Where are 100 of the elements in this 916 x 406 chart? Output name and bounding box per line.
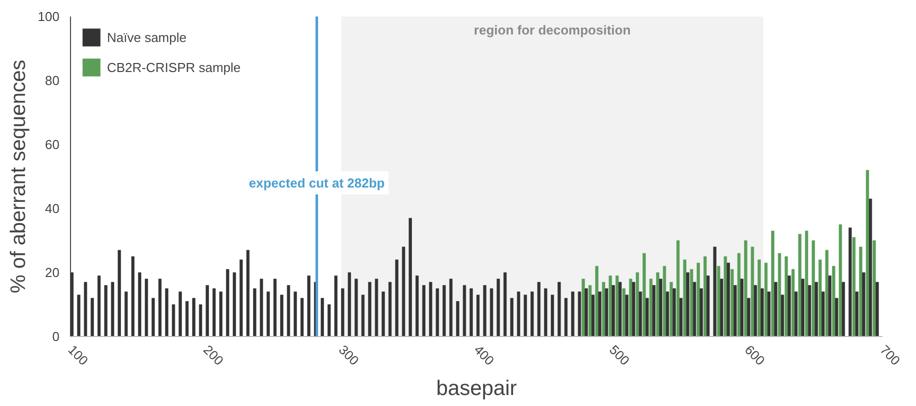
bar (740, 278, 744, 336)
bar (862, 272, 866, 336)
bar (483, 285, 486, 336)
bar (232, 272, 236, 336)
bar (758, 260, 761, 336)
bar (848, 228, 852, 336)
y-axis-title: % of aberrant sequences (6, 60, 30, 294)
bar (571, 292, 574, 336)
bar (144, 278, 148, 336)
bar (788, 276, 791, 336)
bar (683, 260, 686, 336)
bar (374, 278, 378, 336)
bar (517, 292, 520, 336)
bar (138, 272, 142, 336)
bar (679, 298, 683, 336)
bar (476, 294, 480, 336)
bar (868, 198, 872, 336)
x-tick-label: 600 (742, 342, 768, 368)
bar (361, 294, 365, 336)
ref-line-label: expected cut at 282bp (248, 175, 385, 190)
bar (544, 288, 548, 336)
bar (341, 288, 344, 336)
bar (246, 250, 250, 336)
bar (118, 250, 121, 336)
bar (838, 224, 842, 336)
bar (470, 288, 473, 336)
bar (402, 246, 406, 336)
bar (724, 256, 727, 336)
bar (616, 276, 619, 336)
bar (780, 294, 784, 336)
bar (794, 292, 798, 336)
bar (659, 278, 662, 336)
bar (801, 278, 804, 336)
bar (784, 256, 788, 336)
bar (104, 285, 108, 336)
bar (767, 292, 771, 336)
x-tick-label: 100 (65, 342, 92, 368)
bar (537, 282, 540, 336)
bar (124, 292, 128, 336)
bar (152, 298, 155, 336)
bar (604, 288, 608, 336)
bar (395, 260, 398, 336)
bar (798, 234, 802, 336)
bar (158, 278, 162, 336)
bar (449, 278, 452, 336)
bar (416, 276, 419, 336)
bar (192, 298, 196, 336)
bar (524, 294, 527, 336)
bar (595, 266, 598, 336)
bar (754, 285, 757, 336)
bar (320, 298, 324, 336)
bar (726, 262, 730, 336)
bar (686, 272, 690, 336)
bar (812, 240, 815, 336)
bar (206, 285, 209, 336)
bar (636, 272, 639, 336)
bar (348, 272, 351, 336)
bar (97, 276, 101, 336)
bar (676, 240, 680, 336)
bar (294, 292, 297, 336)
legend-label: CB2R-CRISPR sample (107, 60, 241, 74)
bar (764, 262, 768, 336)
bar (828, 276, 832, 336)
bar (852, 237, 856, 336)
bar (876, 282, 879, 336)
y-tick-label: 80 (45, 73, 60, 88)
y-tick-label: 0 (52, 329, 60, 344)
x-tick-label: 400 (471, 342, 498, 368)
bar (219, 292, 222, 336)
bar (652, 285, 656, 336)
bar (649, 278, 653, 336)
x-tick-label: 700 (877, 342, 904, 368)
bar (240, 260, 243, 336)
bar (226, 269, 230, 336)
bar (822, 292, 825, 336)
bar (510, 298, 514, 336)
bar (808, 285, 812, 336)
bar (178, 292, 182, 336)
bar (408, 218, 412, 336)
bar (212, 288, 216, 336)
bar (700, 288, 703, 336)
bar (646, 298, 649, 336)
bar (334, 276, 338, 336)
x-tick-label: 300 (336, 342, 362, 368)
bar (706, 276, 710, 336)
bar (172, 304, 176, 336)
bar (842, 282, 845, 336)
bar (622, 288, 626, 336)
bar (564, 298, 568, 336)
bar (388, 282, 392, 336)
bar (642, 253, 646, 336)
bar (632, 282, 636, 336)
bar (280, 294, 284, 336)
bar (612, 285, 615, 336)
bar (704, 256, 707, 336)
bar (436, 288, 439, 336)
bar (307, 276, 310, 336)
bar (84, 282, 88, 336)
x-tick-label: 200 (200, 342, 226, 368)
bar (872, 240, 876, 336)
